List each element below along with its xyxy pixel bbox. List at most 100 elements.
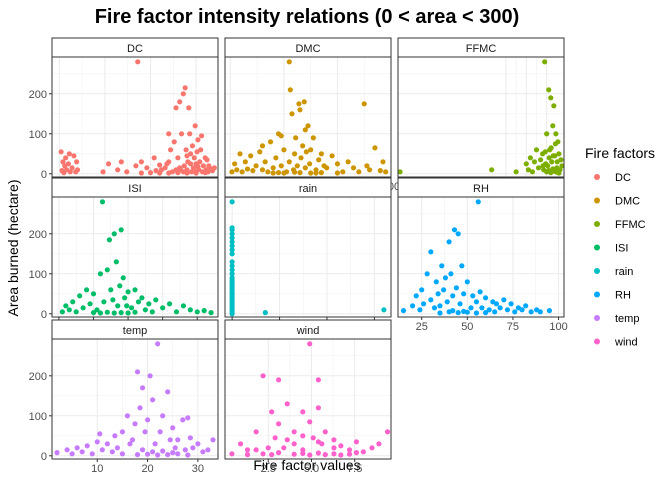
data-point-dmc <box>293 135 299 141</box>
data-point-dmc <box>259 143 266 149</box>
data-point-dc <box>198 133 205 139</box>
data-point-dmc <box>307 161 313 167</box>
data-point-dc <box>118 159 124 165</box>
data-point-temp <box>99 447 105 453</box>
data-point-rain <box>229 235 235 241</box>
data-point-isi <box>153 297 159 303</box>
data-point-dc <box>191 155 197 161</box>
strip-label-rain: rain <box>299 183 317 195</box>
data-point-dmc <box>234 167 240 173</box>
data-point-dmc <box>239 169 245 175</box>
data-point-dmc <box>316 157 322 163</box>
data-point-wind <box>384 429 391 435</box>
data-point-temp <box>210 437 216 443</box>
facet-panels: DC02505007500100200DMC0100200300FFMC7080… <box>29 37 568 475</box>
data-point-dc <box>144 165 150 171</box>
panel-border-temp <box>51 338 219 460</box>
data-point-dc <box>189 143 196 149</box>
data-point-rh <box>442 275 449 281</box>
data-point-dmc <box>303 149 309 155</box>
data-point-ffmc <box>559 163 565 169</box>
x-tick-label-temp: 10 <box>91 463 103 475</box>
data-point-isi <box>173 309 180 315</box>
data-point-dmc <box>300 143 306 149</box>
data-point-dc <box>65 161 72 167</box>
data-point-rh <box>546 308 553 314</box>
data-point-isi <box>208 310 214 316</box>
data-point-temp <box>150 449 156 455</box>
data-point-dmc <box>305 123 311 129</box>
data-point-temp <box>89 451 95 457</box>
data-point-isi <box>128 305 135 311</box>
data-point-dmc <box>257 149 263 155</box>
data-point-rh <box>441 287 447 293</box>
data-point-rh <box>448 271 454 277</box>
data-point-isi <box>66 307 72 313</box>
data-point-wind <box>260 373 266 379</box>
data-point-rh <box>479 305 485 311</box>
data-point-wind <box>322 452 328 458</box>
legend-items: DC DMC FFMC ISI rain RH temp wind <box>594 172 646 349</box>
data-point-dmc <box>253 163 259 169</box>
data-point-isi <box>104 309 110 315</box>
legend-key-dmc <box>594 197 600 204</box>
data-point-dc <box>63 155 69 161</box>
data-point-temp <box>175 451 181 457</box>
data-point-dmc <box>380 159 386 165</box>
data-point-temp <box>142 429 148 435</box>
data-point-dc <box>200 163 207 169</box>
data-point-rh <box>433 279 439 285</box>
data-point-dmc <box>313 170 319 176</box>
data-point-dc <box>182 85 188 91</box>
data-point-temp <box>170 450 176 456</box>
data-point-wind <box>265 445 271 451</box>
data-point-wind <box>269 452 275 458</box>
data-point-dmc <box>302 127 308 133</box>
data-point-wind <box>338 452 344 458</box>
data-point-temp <box>97 431 103 437</box>
data-point-ffmc <box>489 167 495 173</box>
data-point-temp <box>134 369 141 375</box>
data-point-ffmc <box>549 159 555 165</box>
data-point-dmc <box>350 165 357 171</box>
data-point-dc <box>195 137 201 143</box>
strip-label-rh: RH <box>473 183 489 195</box>
data-point-rh <box>457 301 463 307</box>
data-point-rh <box>497 305 503 311</box>
legend-label-wind: wind <box>614 337 638 349</box>
data-point-isi <box>111 310 117 316</box>
data-point-temp <box>185 452 191 458</box>
data-point-rh <box>473 299 480 305</box>
data-point-isi <box>117 283 123 289</box>
data-point-rh <box>537 309 543 315</box>
data-point-dc <box>162 165 168 171</box>
data-point-wind <box>307 419 313 425</box>
data-point-rh <box>461 308 467 314</box>
data-point-wind <box>376 441 382 447</box>
data-point-dc <box>157 170 163 176</box>
y-tick-label: 0 <box>41 451 47 463</box>
data-point-rh <box>473 310 480 316</box>
data-point-rh <box>400 308 407 314</box>
data-point-rh <box>455 231 461 237</box>
y-tick-label: 200 <box>29 371 47 383</box>
data-point-dc <box>178 131 185 137</box>
data-point-dc <box>151 155 157 161</box>
data-point-wind <box>310 435 316 441</box>
data-point-rh <box>446 239 452 245</box>
data-point-dmc <box>372 145 378 151</box>
data-point-temp <box>64 447 70 453</box>
data-point-temp <box>124 413 131 419</box>
data-point-dmc <box>318 170 324 176</box>
panel-background-isi <box>52 197 218 317</box>
data-point-dmc <box>298 155 304 161</box>
data-point-temp <box>155 452 161 458</box>
data-point-temp <box>109 449 115 455</box>
data-point-ffmc <box>523 161 529 167</box>
data-point-rain <box>381 307 387 313</box>
data-point-rain <box>229 199 235 205</box>
data-point-temp <box>187 435 193 441</box>
data-point-dmc <box>248 153 254 159</box>
data-point-isi <box>180 303 187 309</box>
data-point-rain <box>229 225 235 231</box>
